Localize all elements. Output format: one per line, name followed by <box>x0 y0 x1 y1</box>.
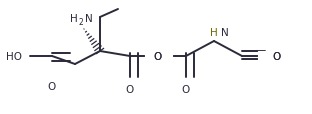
Text: H: H <box>70 14 78 24</box>
Text: O: O <box>272 52 280 61</box>
Text: O: O <box>48 81 56 91</box>
Text: N: N <box>221 28 229 38</box>
Text: O: O <box>154 52 162 61</box>
Text: O: O <box>182 84 190 94</box>
Text: H: H <box>210 28 218 38</box>
Text: 2: 2 <box>79 17 83 26</box>
Text: N: N <box>85 14 93 24</box>
Text: O: O <box>272 52 280 61</box>
Text: HO: HO <box>6 52 22 61</box>
Text: O: O <box>126 84 134 94</box>
Text: O: O <box>154 52 162 61</box>
